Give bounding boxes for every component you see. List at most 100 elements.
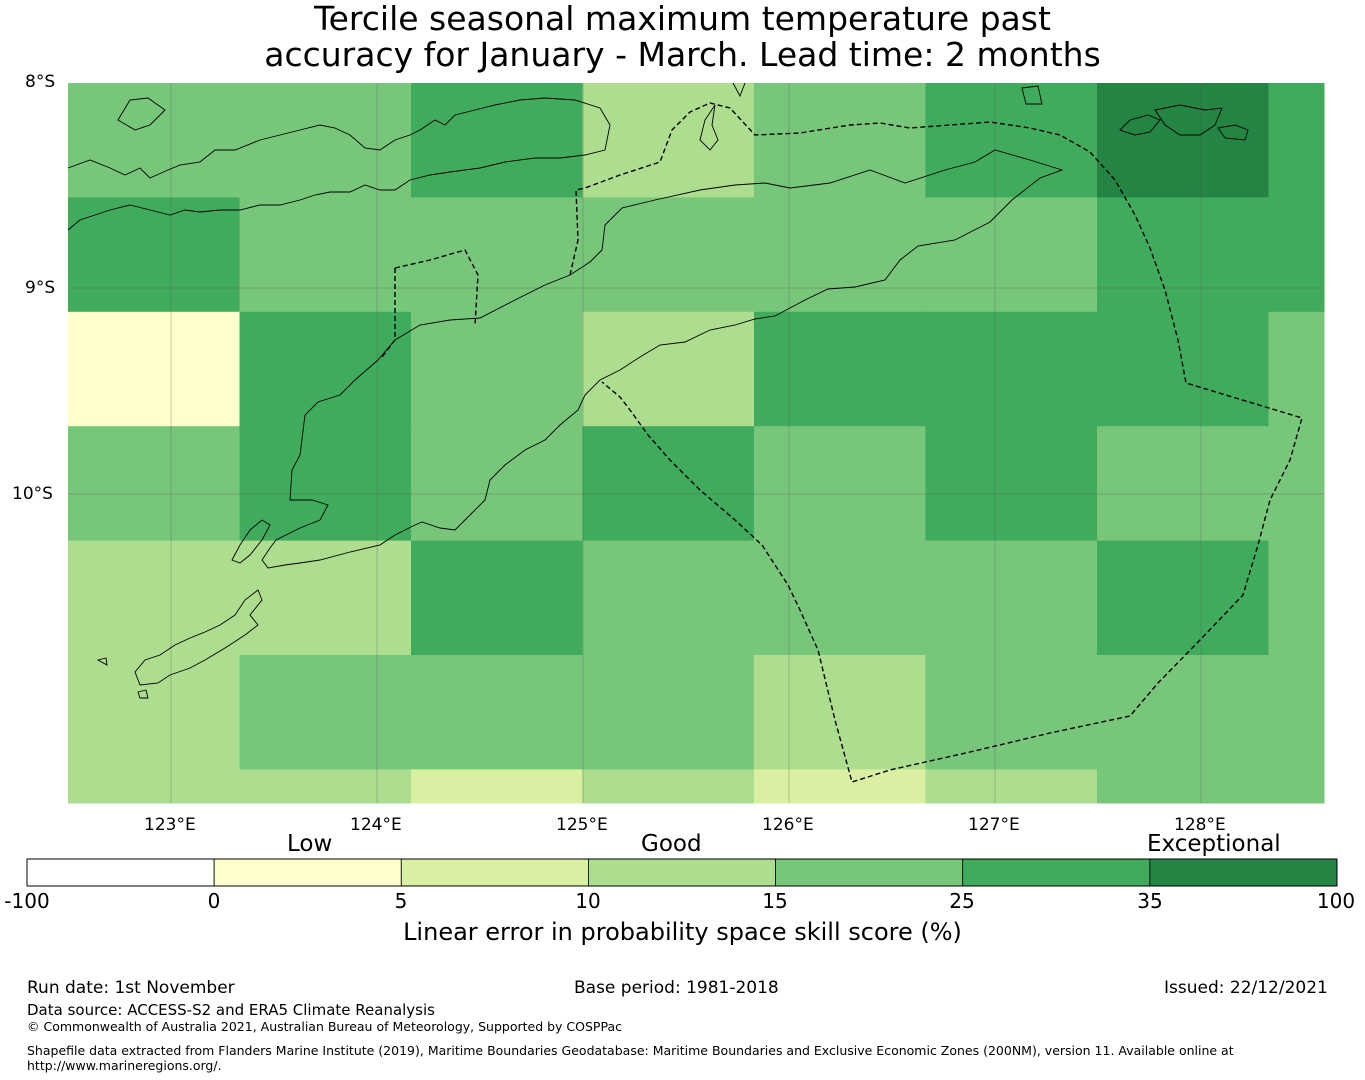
grid-cell [68,540,240,656]
grid-cell [411,83,583,198]
grid-cell [411,311,583,427]
colorbar-tick: 35 [1137,889,1163,913]
grid-cell [582,769,755,804]
grid-cell [1097,426,1269,542]
colorbar-tick: 0 [207,889,221,913]
grid-cell [754,769,926,804]
category-exceptional: Exceptional [1147,831,1281,857]
graticule [68,83,1324,803]
grid-cell [925,769,1098,804]
lat-label-9s: 9°S [25,278,56,298]
colorbar-tick: 100 [1316,889,1356,913]
grid-cell [754,197,926,313]
grid-cell [1097,311,1269,427]
grid-cell [1268,197,1325,313]
grid-cell [1268,83,1325,198]
grid-cell [68,655,240,770]
lon-label-123e: 123°E [144,815,196,835]
category-low: Low [287,831,333,857]
grid-cell [754,83,926,198]
grid-cell [925,655,1098,770]
map-title-line-2: accuracy for January - March. Lead time:… [264,35,1101,74]
colorbar-segment [1149,858,1338,887]
lon-label-126e: 126°E [762,815,814,835]
lon-label-124e: 124°E [350,815,402,835]
grid-cell [1268,540,1325,656]
grid-cell [754,540,926,656]
colorbar-frame [26,858,1338,887]
skill-grid [68,83,1325,804]
run-date: Run date: 1st November [27,978,235,998]
colorbar-segment [400,858,589,887]
grid-cell [68,83,240,198]
grid-cell [754,426,926,542]
eez-boundary-oecusse [381,249,479,358]
grid-cell [1268,655,1325,770]
colorbar-segment [213,858,402,887]
category-good: Good [641,831,702,857]
grid-cell [411,197,583,313]
grid-cell [1097,83,1269,198]
copyright: © Commonwealth of Australia 2021, Austra… [27,1019,622,1034]
colorbar [26,858,1338,887]
grid-cell [925,540,1098,656]
base-period: Base period: 1981-2018 [574,978,779,998]
grid-cell [582,426,755,542]
data-source: Data source: ACCESS-S2 and ERA5 Climate … [27,1001,435,1019]
grid-cell [582,83,755,198]
grid-cell [582,655,755,770]
wetar-coastline [1119,104,1249,141]
grid-cell [1097,197,1269,313]
coastlines [67,82,1249,699]
lon-label-127e: 127°E [968,815,1020,835]
colorbar-tick: 5 [394,889,408,913]
rote-coastline [96,589,263,699]
grid-cell [1097,655,1269,770]
grid-cell [239,769,412,804]
colorbar-tick: 10 [575,889,601,913]
maritime-boundaries [381,102,1303,783]
grid-cell [239,83,412,198]
grid-cell [754,311,926,427]
grid-cell [239,655,412,770]
grid-cell [239,311,412,427]
grid-cell [1097,769,1269,804]
colorbar-segment [775,858,964,887]
grid-cell [754,655,926,770]
issued-date: Issued: 22/12/2021 [1164,978,1328,998]
grid-cell [68,197,240,313]
grid-cell [68,426,240,542]
grid-cell [239,197,412,313]
colorbar-segment [588,858,776,887]
colorbar-label: Linear error in probability space skill … [403,918,962,946]
timor-coastline [261,149,1064,569]
grid-cell [239,540,412,656]
grid-cell [68,311,240,427]
lon-label-125e: 125°E [556,815,608,835]
sabu-coastline [231,519,271,564]
colorbar-segment [962,858,1151,887]
grid-cell [1268,311,1325,427]
colorbar-segment [26,858,215,887]
grid-cell [582,197,755,313]
grid-cell [925,83,1098,198]
shapefile-credit-line-1: Shapefile data extracted from Flanders M… [27,1043,1234,1058]
colorbar-tick: 15 [762,889,788,913]
grid-cell [411,769,583,804]
grid-cell [68,769,240,804]
grid-cell [925,426,1098,542]
grid-cell [582,311,755,427]
grid-cell [239,426,412,542]
shapefile-credit-line-2: http://www.marineregions.org/. [27,1058,222,1073]
grid-cell [411,655,583,770]
lat-label-10s: 10°S [12,484,53,504]
lat-label-8s: 8°S [25,72,56,92]
small-islands-coastline [117,82,1043,151]
lon-label-128e: 128°E [1174,815,1226,835]
grid-cell [411,540,583,656]
colorbar-tick: 25 [949,889,975,913]
eez-boundary-timor-leste [569,102,1303,783]
grid-cell [925,197,1098,313]
grid-cell [582,540,755,656]
